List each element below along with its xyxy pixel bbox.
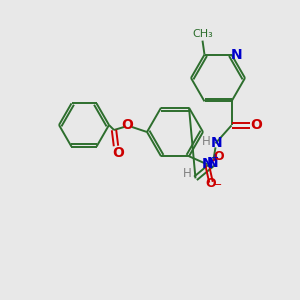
Text: N: N xyxy=(231,48,242,62)
Text: N: N xyxy=(211,136,222,150)
Text: O: O xyxy=(112,146,124,160)
Text: −: − xyxy=(213,180,223,190)
Text: O: O xyxy=(206,177,216,190)
Text: O: O xyxy=(214,150,224,163)
Text: O: O xyxy=(121,118,133,132)
Text: N: N xyxy=(202,157,214,171)
Text: N: N xyxy=(207,156,218,170)
Text: +: + xyxy=(210,153,218,163)
Text: CH₃: CH₃ xyxy=(192,28,213,39)
Text: O: O xyxy=(250,118,262,132)
Text: H: H xyxy=(183,167,192,180)
Text: H: H xyxy=(202,135,211,148)
